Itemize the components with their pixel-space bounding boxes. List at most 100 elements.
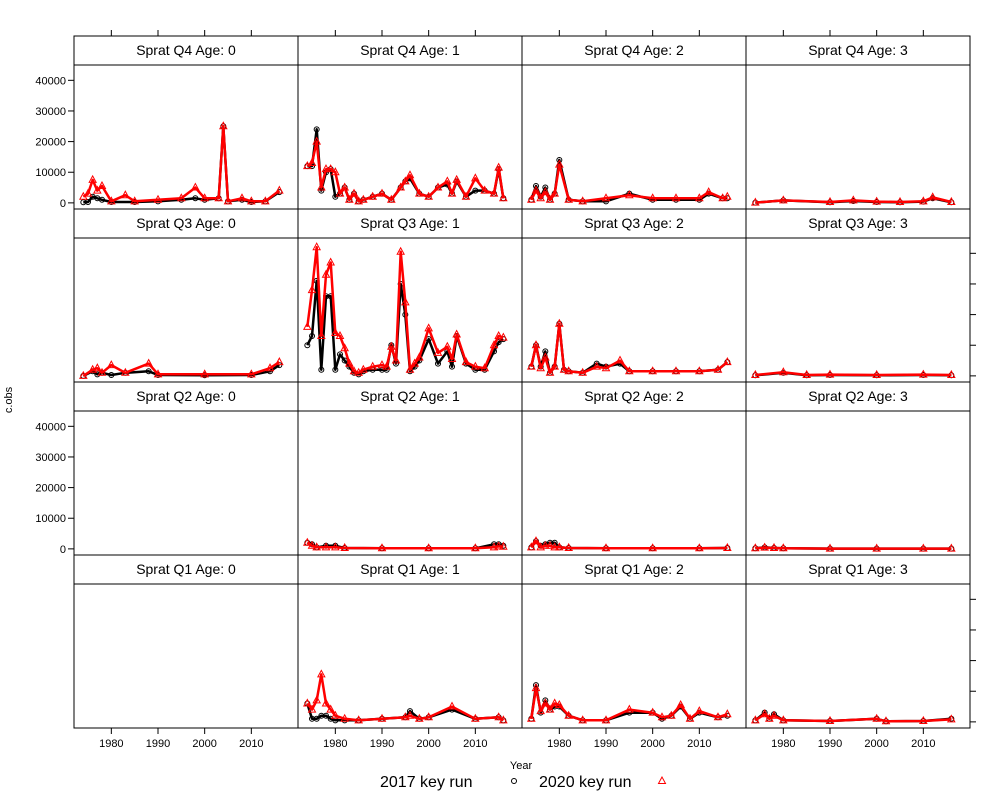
data-point-2020 <box>218 121 228 130</box>
data-point-2020 <box>550 698 560 707</box>
data-point-2020 <box>526 194 536 203</box>
data-point-2020 <box>713 364 723 373</box>
data-point-2020 <box>494 330 504 340</box>
data-point-2020 <box>326 704 336 713</box>
data-point-2020 <box>498 715 508 724</box>
data-point-2020 <box>554 542 564 551</box>
panel-title: Sprat Q2 Age: 1 <box>360 388 460 404</box>
panel-strip <box>73 208 299 239</box>
data-point-2020 <box>722 191 732 200</box>
data-point-2020 <box>92 363 102 372</box>
series-line-2020 <box>82 125 281 203</box>
panel-plot-area <box>297 410 523 556</box>
data-point-2020 <box>344 194 354 203</box>
data-point-2020 <box>531 340 541 349</box>
data-point-2020 <box>536 363 546 372</box>
data-point-2020 <box>825 715 835 724</box>
panel-strip <box>297 35 523 66</box>
data-point-2020 <box>531 185 541 194</box>
data-point-2020 <box>872 369 882 378</box>
data-point-2020 <box>330 327 340 336</box>
data-point-2020 <box>550 188 560 197</box>
data-point-2020 <box>312 542 322 551</box>
series-line-2020 <box>306 245 504 375</box>
data-point-2017 <box>192 195 199 202</box>
series-line-2020 <box>82 361 280 377</box>
panel-strip <box>297 208 523 239</box>
data-point-2020 <box>825 543 835 552</box>
panel-title: Sprat Q1 Age: 3 <box>808 561 908 577</box>
data-point-2020 <box>778 543 788 552</box>
data-point-2020 <box>414 713 424 722</box>
data-point-2020 <box>349 188 359 197</box>
data-point-2020 <box>405 710 415 719</box>
data-point-2020 <box>382 361 392 370</box>
data-point-2020 <box>312 695 322 704</box>
data-point-2020 <box>377 713 387 722</box>
data-point-2020 <box>666 710 676 719</box>
data-point-2020 <box>918 196 928 205</box>
data-point-2020 <box>340 713 350 722</box>
data-point-2020 <box>377 360 387 369</box>
panel: Sprat Q1 Age: 3 <box>745 554 971 729</box>
data-point-2020 <box>470 713 480 722</box>
data-point-2020 <box>750 369 760 378</box>
data-point-2020 <box>648 193 658 202</box>
panel-title: Sprat Q1 Age: 1 <box>360 561 460 577</box>
y-axis-label: c.obs <box>3 386 15 413</box>
panel-title: Sprat Q4 Age: 2 <box>584 42 684 58</box>
data-point-2020 <box>452 174 462 183</box>
data-point-2020 <box>550 361 560 370</box>
data-point-2020 <box>918 715 928 724</box>
data-point-2020 <box>545 704 555 713</box>
y-tick-label: 40000 <box>35 75 66 87</box>
data-point-2020 <box>760 542 770 551</box>
data-point-2017 <box>332 193 339 200</box>
data-point-2020 <box>554 318 564 327</box>
panels-layer: Sprat Q4 Age: 0 Sprat Q4 Age: 1 Sprat Q4 A… <box>73 35 971 729</box>
data-point-2020 <box>354 715 364 724</box>
x-tick-label: 2010 <box>911 738 935 750</box>
data-point-2020 <box>200 369 210 378</box>
panel-title: Sprat Q3 Age: 3 <box>808 215 908 231</box>
data-point-2020 <box>442 341 452 350</box>
data-point-2020 <box>153 369 163 378</box>
data-point-2020 <box>447 701 457 710</box>
data-point-2020 <box>872 713 882 722</box>
data-point-2020 <box>946 369 956 378</box>
data-point-2020 <box>918 543 928 552</box>
data-point-2020 <box>778 367 788 376</box>
data-point-2020 <box>648 707 658 716</box>
data-point-2020 <box>340 542 350 551</box>
legend-label: 2020 key run <box>539 774 632 791</box>
x-tick-label: 1980 <box>771 738 795 750</box>
data-point-2020 <box>722 709 732 718</box>
data-point-2020 <box>144 358 154 367</box>
data-point-2020 <box>526 713 536 722</box>
x-tick-label: 1990 <box>146 738 170 750</box>
data-point-2020 <box>946 196 956 205</box>
data-point-2020 <box>405 364 415 373</box>
data-point-2020 <box>307 704 317 713</box>
data-point-2020 <box>330 167 340 176</box>
data-point-2020 <box>433 347 443 356</box>
data-point-2020 <box>624 190 634 199</box>
data-point-2020 <box>750 197 760 206</box>
data-point-2020 <box>83 188 93 197</box>
x-tick-label: 1980 <box>99 738 123 750</box>
data-point-2020 <box>377 543 387 552</box>
data-point-2017 <box>542 184 549 191</box>
data-point-2017 <box>407 708 413 715</box>
data-point-2020 <box>120 190 130 199</box>
x-tick-label: 1980 <box>547 738 571 750</box>
data-point-2020 <box>550 542 560 551</box>
data-point-2017 <box>99 196 105 203</box>
data-point-2020 <box>601 193 611 202</box>
data-point-2020 <box>452 329 462 338</box>
data-point-2017 <box>533 183 539 190</box>
data-point-2020 <box>368 191 378 200</box>
data-point-2020 <box>769 542 779 551</box>
data-point-2020 <box>340 182 350 191</box>
data-point-2020 <box>414 188 424 197</box>
data-point-2020 <box>895 196 905 205</box>
